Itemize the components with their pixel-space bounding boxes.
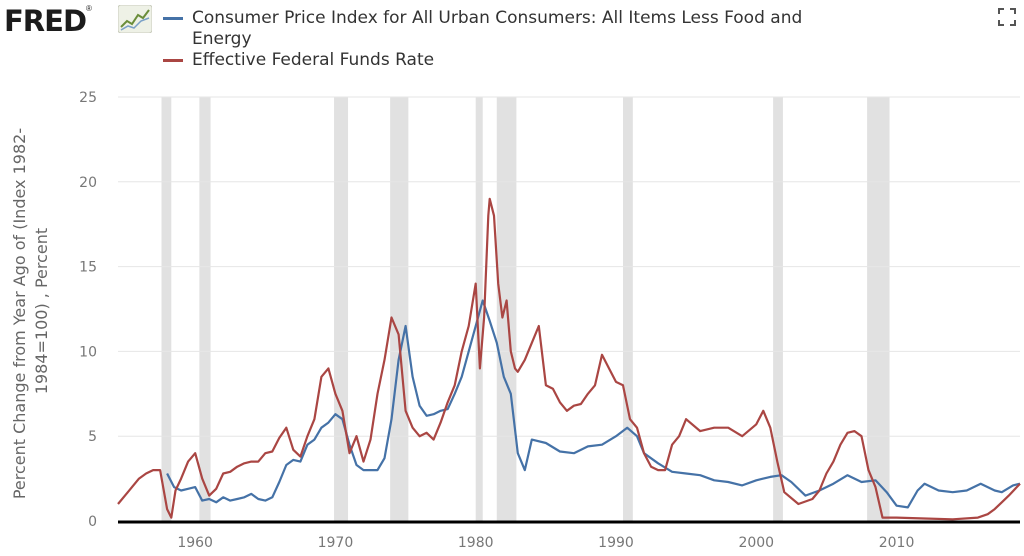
x-tick-label-2000: 2000: [738, 535, 774, 551]
fullscreen-expand-icon[interactable]: [996, 6, 1018, 28]
legend-item-core-cpi[interactable]: Consumer Price Index for All Urban Consu…: [163, 8, 843, 50]
y-tick-labels: 0 5 10 15 20 25: [79, 90, 97, 530]
series-line-core-cpi: [166, 299, 1021, 509]
y-tick-label-20: 20: [79, 175, 97, 191]
recession-band-8: [867, 97, 890, 521]
x-tick-label-1990: 1990: [598, 535, 634, 551]
recession-band-6: [623, 97, 633, 521]
recession-band-2: [334, 97, 349, 521]
legend-item-fed-funds[interactable]: Effective Federal Funds Rate: [163, 50, 843, 71]
legend-label-fed-funds: Effective Federal Funds Rate: [192, 50, 435, 70]
recession-band-7: [773, 97, 783, 521]
y-tick-label-15: 15: [79, 260, 97, 276]
y-gridlines: [118, 96, 1020, 437]
x-tick-label-2010: 2010: [879, 535, 915, 551]
x-tick-label-1960: 1960: [177, 535, 213, 551]
fred-logo-text: FRED: [4, 4, 87, 38]
recession-band-1: [199, 97, 211, 521]
fred-logo[interactable]: FRED®: [4, 4, 154, 38]
x-tick-label-1970: 1970: [318, 535, 354, 551]
y-tick-label-5: 5: [88, 429, 97, 445]
y-axis-label: Percent Change from Year Ago of (Index 1…: [10, 123, 51, 499]
x-tick-label-1980: 1980: [458, 535, 494, 551]
series-lines: [117, 197, 1021, 521]
x-tick-labels: 1960 1970 1980 1990 2000 2010: [177, 535, 914, 551]
y-tick-label-0: 0: [88, 514, 97, 530]
fred-logo-mark: ®: [86, 4, 92, 13]
recession-shading: [161, 97, 890, 521]
legend-swatch-core-cpi: [163, 17, 183, 20]
recession-band-3: [390, 97, 409, 521]
y-axis-label-line-1: Percent Change from Year Ago of (Index 1…: [10, 128, 29, 499]
y-axis-label-line-2: 1984=100) , Percent: [32, 228, 51, 394]
y-tick-label-10: 10: [79, 344, 97, 360]
recession-band-0: [161, 97, 172, 521]
y-tick-label-25: 25: [79, 90, 97, 106]
line-graph-icon: [118, 5, 152, 33]
chart-header: FRED® Consumer Price Index for All Urban…: [0, 0, 1024, 80]
recession-band-4: [475, 97, 483, 521]
legend-label-core-cpi: Consumer Price Index for All Urban Consu…: [192, 8, 803, 49]
series-line-fed-funds: [117, 197, 1021, 521]
chart-legend: Consumer Price Index for All Urban Consu…: [163, 8, 843, 71]
legend-swatch-fed-funds: [163, 59, 183, 62]
